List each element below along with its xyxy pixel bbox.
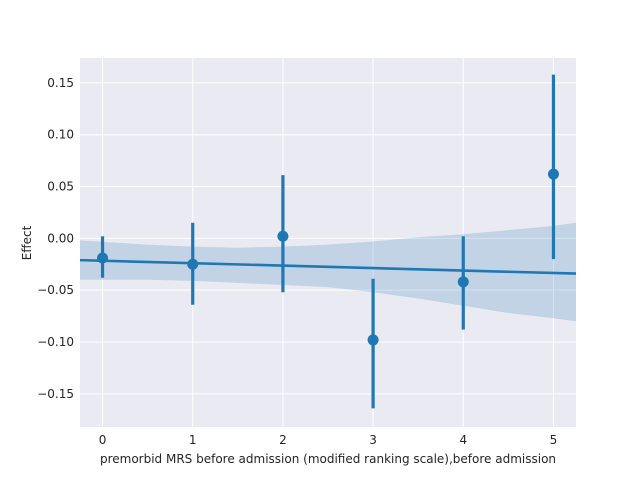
data-point (97, 252, 109, 264)
x-tick-label: 2 (279, 433, 287, 447)
y-tick-label: −0.05 (37, 283, 74, 297)
tick-label-layer: 0 1 2 3 4 5 0.15 0.10 0.05 0.00 −0.05 −0.10 −0.15 (37, 76, 557, 447)
x-tick-label: 5 (550, 433, 558, 447)
plot-background (80, 58, 576, 427)
data-point (277, 230, 289, 242)
regression-line (79, 258, 577, 275)
confidence-band-layer (80, 222, 576, 322)
y-axis-label: Effect (20, 225, 34, 260)
data-point (457, 276, 469, 288)
x-tick-label: 4 (459, 433, 467, 447)
y-tick-label: −0.10 (37, 335, 74, 349)
data-point (367, 334, 379, 346)
y-tick-label: 0.05 (47, 180, 74, 194)
y-tick-label: 0.00 (47, 231, 74, 245)
y-tick-label: −0.15 (37, 387, 74, 401)
point-layer (97, 74, 559, 409)
regression-line-layer (79, 258, 577, 275)
x-axis-label: premorbid MRS before admission (modified… (100, 452, 556, 466)
y-tick-label: 0.10 (47, 128, 74, 142)
x-tick-label: 3 (369, 433, 377, 447)
x-tick-label: 0 (99, 433, 107, 447)
data-point (187, 258, 199, 270)
x-tick-label: 1 (189, 433, 197, 447)
y-tick-label: 0.15 (47, 76, 74, 90)
data-point (547, 168, 559, 180)
confidence-band (80, 222, 576, 322)
